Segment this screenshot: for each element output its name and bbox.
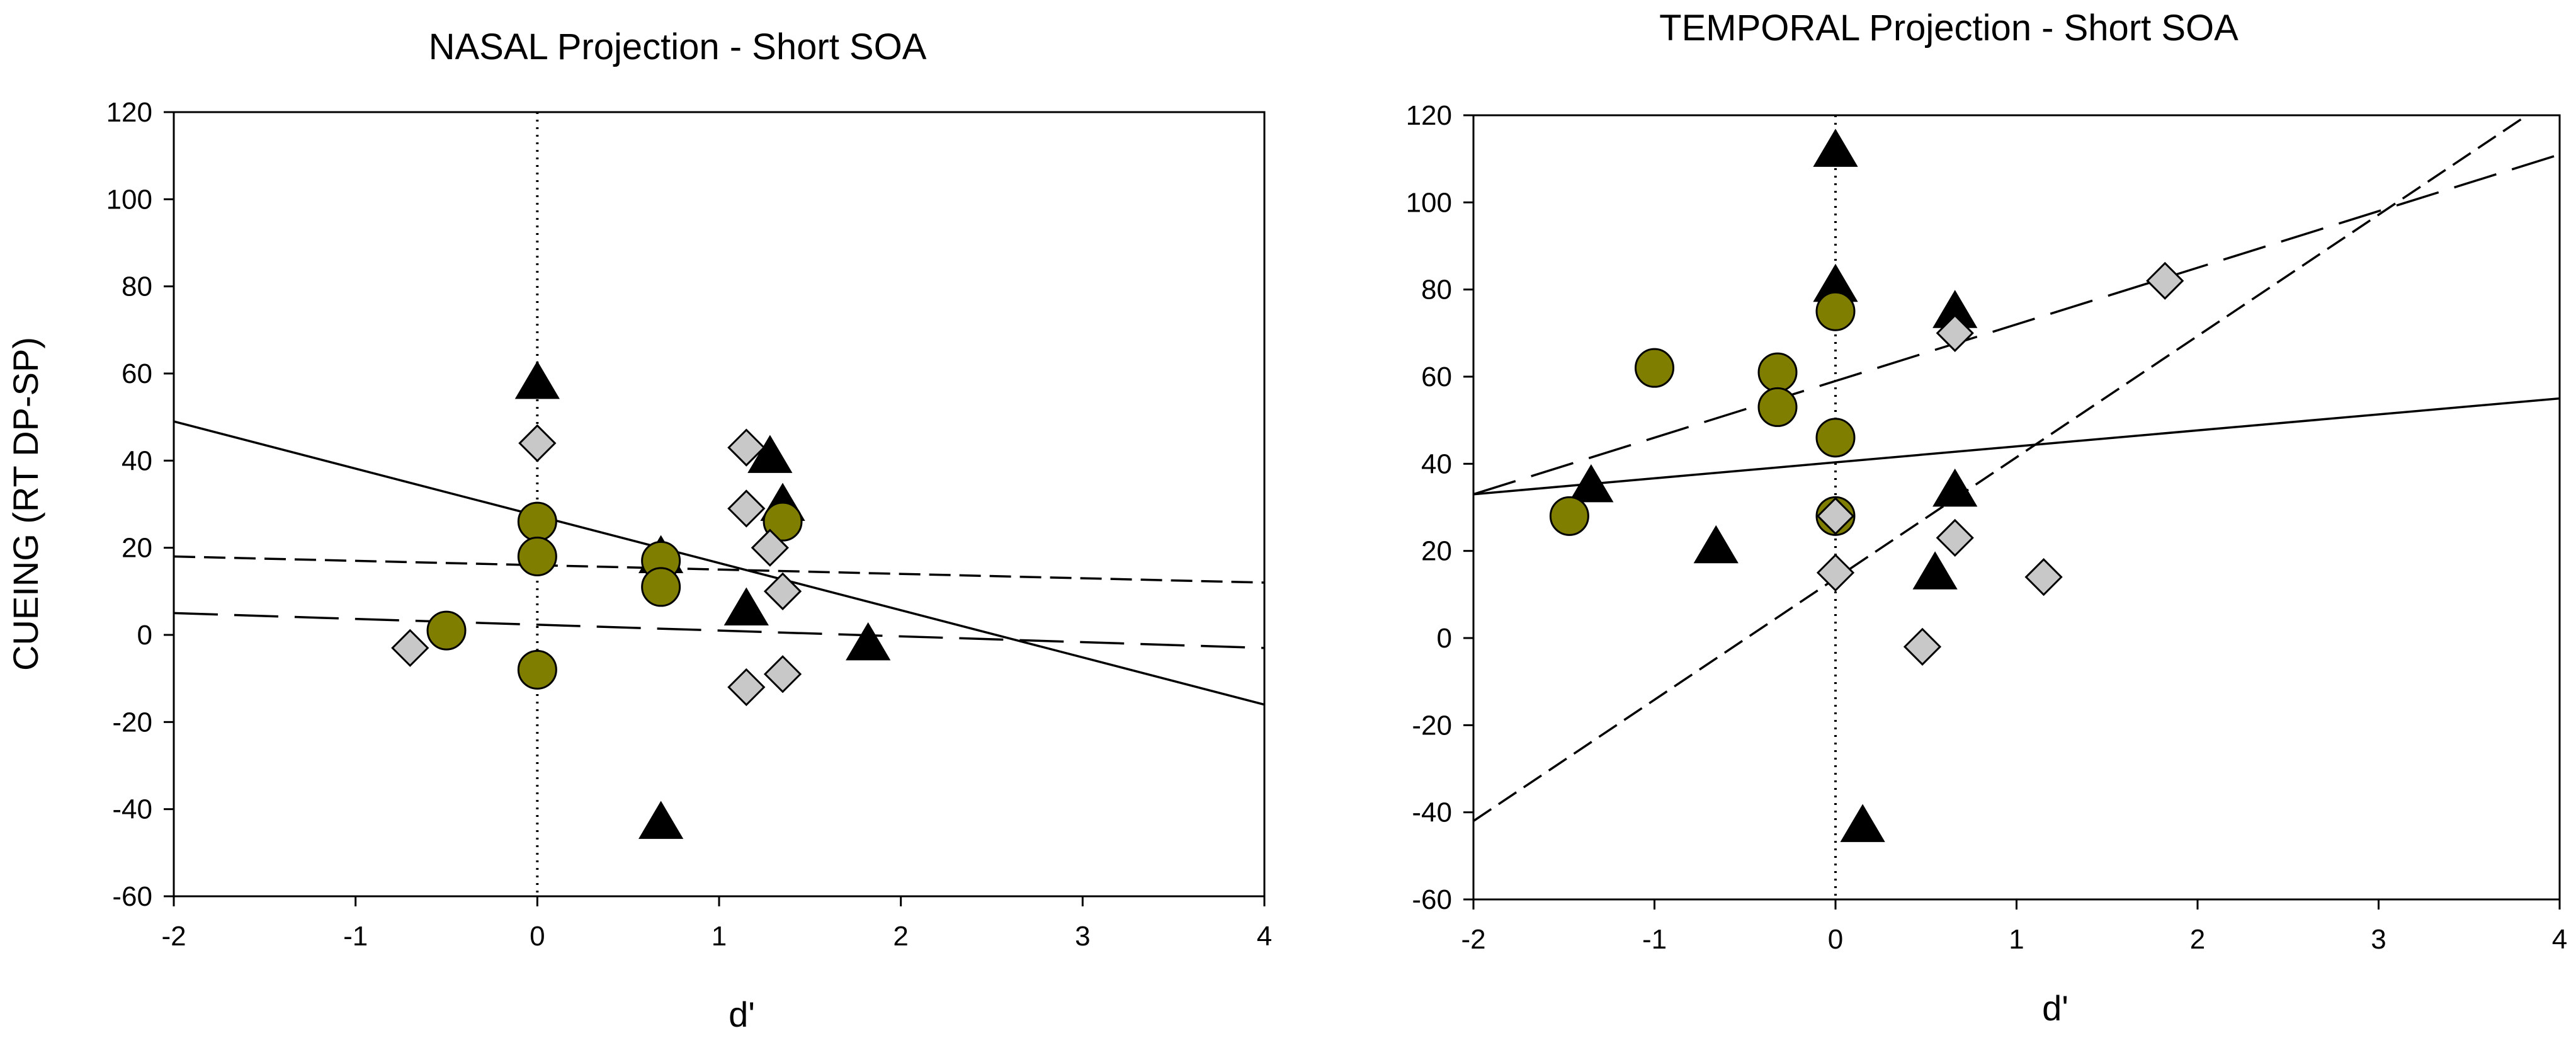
fit-line-short-dash	[1473, 115, 2529, 822]
y-tick-label: 0	[1437, 623, 1452, 654]
y-tick-labels: -60 -40 -20 0 20 40 60 80 100 120	[106, 97, 152, 912]
triangle-point	[1569, 464, 1614, 503]
y-tick-label: 120	[1406, 100, 1452, 131]
triangle-point	[638, 801, 684, 839]
y-tick-label: 80	[1421, 275, 1452, 305]
x-tick-label: 1	[712, 921, 727, 952]
x-tick-label: -1	[1642, 924, 1667, 955]
fit-lines	[174, 112, 1264, 896]
axes	[1463, 114, 2561, 910]
x-tick-label: 4	[1257, 921, 1272, 952]
y-axis-label: CUEING (RT DP-SP)	[6, 337, 45, 671]
diamond-point	[1936, 314, 1974, 352]
circle-point	[1815, 418, 1856, 458]
diamond-point	[1816, 497, 1855, 535]
x-tick-label: 1	[2009, 924, 2024, 955]
circle-point	[517, 537, 557, 576]
x-tick-label: -2	[1461, 924, 1485, 955]
x-tick-label: 2	[893, 921, 908, 952]
y-tick-label: 120	[106, 97, 152, 128]
diamond-point	[763, 572, 802, 610]
diamond-point	[518, 424, 557, 462]
x-tick-label: 0	[530, 921, 545, 952]
x-tick-label: 0	[1828, 924, 1843, 955]
triangle-point	[1813, 128, 1858, 167]
circle-point	[1757, 352, 1798, 392]
diamond-point	[751, 528, 789, 567]
x-tick-label: 3	[2371, 924, 2386, 955]
x-tick-label: 3	[1075, 921, 1090, 952]
plot-frame	[173, 111, 1266, 898]
circle-point	[1757, 387, 1798, 427]
triangle-point	[1912, 551, 1958, 590]
triangle-point	[514, 360, 560, 399]
circle-point	[426, 610, 467, 651]
diamond-point	[391, 629, 429, 667]
axes	[164, 111, 1266, 906]
x-tick-label: 4	[2552, 924, 2567, 955]
diamond-point	[727, 428, 766, 467]
fit-line-short-dash	[174, 555, 1264, 584]
y-tick-label: 40	[1421, 448, 1452, 479]
y-tick-label: 80	[122, 271, 152, 302]
diamond-point	[2024, 558, 2063, 596]
y-tick-label: 100	[106, 184, 152, 215]
chart-title: NASAL Projection - Short SOA	[429, 26, 927, 67]
x-tick-label: 2	[2190, 924, 2205, 955]
diamond-point	[727, 489, 766, 528]
y-tick-label: 20	[1421, 536, 1452, 567]
y-tick-label: 0	[137, 620, 152, 651]
fit-lines	[1473, 115, 2560, 899]
y-tick-label: -60	[1412, 884, 1452, 915]
diamond-point	[1816, 554, 1855, 592]
diamond-point	[1903, 627, 1942, 666]
y-tick-label: -20	[112, 707, 152, 738]
x-axis-label: d'	[2042, 988, 2068, 1028]
y-tick-label: 100	[1406, 187, 1452, 218]
circle-point	[641, 567, 681, 607]
x-tick-labels: -2 -1 0 1 2 3 4	[161, 921, 1272, 952]
circle-point	[1635, 348, 1674, 388]
y-tick-label: -40	[1412, 797, 1452, 828]
triangle-point	[846, 622, 891, 661]
y-tick-label: -60	[112, 881, 152, 912]
data-points	[1549, 128, 2184, 842]
circle-point	[517, 501, 557, 542]
data-points	[391, 360, 891, 839]
triangle-point	[723, 587, 769, 625]
fit-line-solid	[1473, 397, 2560, 496]
circle-point	[763, 501, 803, 542]
y-tick-label: 20	[122, 533, 152, 564]
x-axis-label: d'	[729, 995, 755, 1034]
circle-point	[1815, 291, 1856, 331]
triangle-point	[1693, 525, 1739, 564]
y-tick-label: 60	[1421, 362, 1452, 392]
circle-point	[1549, 496, 1589, 536]
diamond-point	[1936, 518, 1974, 557]
diamond-point	[2146, 261, 2184, 300]
nasal-chart: NASAL Projection - Short SOA -2 -1 0 1 2 3 4 -…	[106, 26, 1273, 1034]
triangle-point	[1932, 468, 1978, 507]
chart-title: TEMPORAL Projection - Short SOA	[1659, 8, 2238, 48]
y-tick-label: -40	[112, 794, 152, 825]
x-tick-labels: -2 -1 0 1 2 3 4	[1461, 924, 2567, 955]
fit-line-long-dash	[174, 612, 1264, 649]
temporal-chart: TEMPORAL Projection - Short SOA -2 -1 0 1 2 3…	[1406, 8, 2568, 1028]
diamond-point	[727, 668, 766, 707]
x-tick-label: -2	[161, 921, 186, 952]
fit-line-solid	[174, 420, 1264, 706]
plot-frame	[1472, 114, 2561, 901]
triangle-point	[747, 435, 793, 473]
y-tick-label: -20	[1412, 710, 1452, 741]
circle-point	[517, 649, 557, 690]
y-tick-label: 40	[122, 445, 152, 476]
triangle-point	[1840, 804, 1885, 842]
fit-line-long-dash	[1473, 153, 2560, 496]
x-tick-label: -1	[343, 921, 368, 952]
diamond-point	[763, 655, 802, 693]
y-tick-label: 60	[122, 358, 152, 389]
y-tick-labels: -60 -40 -20 0 20 40 60 80 100 120	[1406, 100, 1452, 915]
